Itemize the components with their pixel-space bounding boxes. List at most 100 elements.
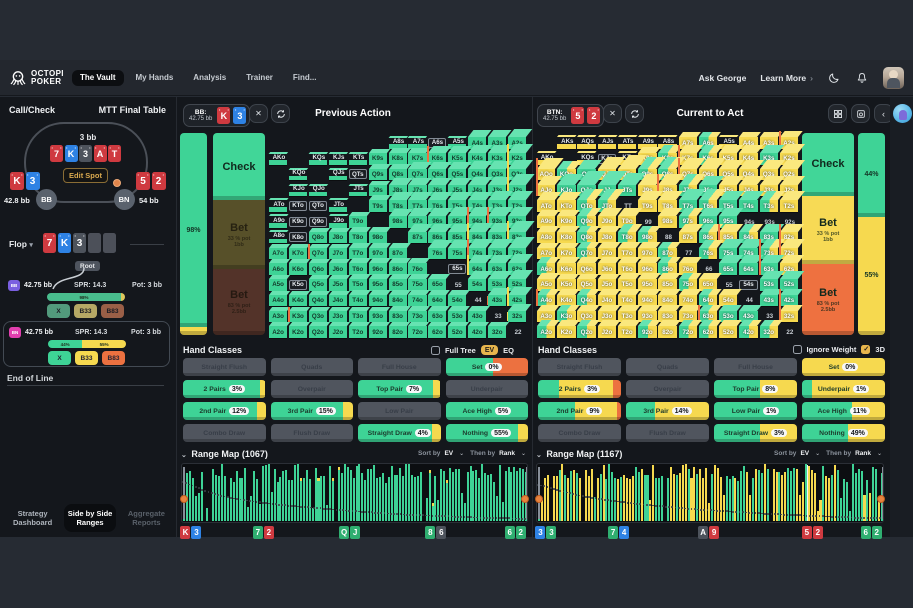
hand-cell-97o[interactable]: 97o (368, 242, 391, 260)
hand-cell-86o[interactable]: 86o (658, 257, 682, 275)
hand-cell-J4s[interactable]: J4s (468, 176, 493, 197)
hand-cell-Q5s[interactable]: Q5s (448, 161, 472, 181)
action-button-b33[interactable]: B33 (75, 351, 98, 365)
hand-cell-A8s[interactable]: A8s (388, 133, 409, 149)
hand-cell-95o[interactable]: 95o (368, 274, 391, 291)
hand-cell-J5s[interactable]: J5s (719, 175, 745, 197)
class-button-nothing[interactable]: Nothing 55% (445, 424, 528, 442)
hand-cell-98o[interactable]: 98o (638, 225, 662, 244)
hand-cell-82s[interactable]: 82s (778, 223, 805, 244)
hand-cell-65o[interactable]: 65o (428, 274, 451, 291)
hand-cell-K5o[interactable]: K5o (288, 275, 309, 291)
clear-cards-button[interactable]: ✕ (603, 104, 622, 123)
three-d-checkbox[interactable] (861, 345, 871, 354)
class-button-2nd-pair[interactable]: 2nd Pair 9% (538, 402, 621, 420)
hand-cell-T2s[interactable]: T2s (779, 191, 806, 212)
hand-cell-K3s[interactable]: K3s (488, 145, 513, 165)
hand-cell-AKo[interactable]: AKo (269, 149, 289, 165)
hand-cell-AJs[interactable] (329, 133, 349, 149)
hand-cell-QJs[interactable]: QJs (328, 165, 349, 181)
hand-cell-98s[interactable]: 98s (388, 209, 413, 228)
hand-cell-32s[interactable]: 32s (778, 304, 803, 323)
hand-cell-J8o[interactable]: J8o (597, 225, 621, 244)
hand-cell-73s[interactable]: 73s (488, 238, 514, 260)
hand-cell-J4o[interactable]: J4o (597, 288, 621, 307)
hand-cell-Q7o[interactable]: Q7o (577, 241, 601, 260)
hand-cell-AQs[interactable] (309, 133, 329, 149)
hand-cell-K9s[interactable]: K9s (368, 149, 390, 165)
hand-cell-T9s[interactable]: T9s (638, 191, 664, 212)
hand-cell-KTs[interactable]: KTs (348, 149, 369, 165)
hand-cell-K2s[interactable]: K2s (507, 144, 534, 165)
hand-cell-JTo[interactable]: JTo (597, 189, 625, 212)
hand-cell-32o[interactable]: 32o (488, 322, 510, 338)
nav-item-the-vault[interactable]: The Vault (71, 69, 124, 86)
hand-cell-A5o[interactable]: A5o (537, 273, 561, 291)
hand-cell-42o[interactable]: 42o (468, 322, 490, 338)
eq-toggle[interactable]: EQ (503, 345, 514, 355)
hand-cell-87o[interactable]: 87o (658, 241, 682, 260)
hand-cell-QJo[interactable]: QJo (308, 180, 329, 197)
hand-cell-Q6o[interactable]: Q6o (308, 259, 331, 275)
range-map-chart[interactable] (536, 463, 884, 523)
hand-cell-A2s[interactable]: A2s (778, 131, 803, 149)
hand-cell-Q3o[interactable]: Q3o (577, 304, 601, 323)
hand-cell-Q8o[interactable]: Q8o (308, 227, 331, 244)
hand-cell-84s[interactable]: 84s (739, 223, 764, 244)
hand-cell-T8o[interactable]: T8o (348, 226, 371, 244)
hand-cell-66[interactable] (428, 259, 448, 275)
hand-cell-AQo[interactable] (269, 165, 289, 181)
hand-cell-87s[interactable]: 87s (678, 223, 704, 244)
hand-cell-A4s[interactable]: A4s (468, 130, 492, 149)
hand-cell-A9o[interactable]: A9o (269, 212, 289, 228)
hand-cell-Q6o[interactable]: Q6o (577, 257, 601, 275)
hand-cell-J7s[interactable]: J7s (408, 177, 433, 197)
hand-cell-64o[interactable]: 64o (428, 289, 451, 307)
hand-cell-92s[interactable]: 92s (780, 212, 800, 228)
chevron-down-icon[interactable]: ⌄ (459, 451, 465, 457)
hand-cell-22[interactable]: 22 (508, 322, 528, 338)
hand-cell-74s[interactable]: 74s (739, 238, 765, 260)
class-button-nothing[interactable]: Nothing 49% (802, 424, 885, 442)
hand-cell-T2o[interactable]: T2o (617, 320, 642, 338)
hand-cell-88[interactable]: 88 (658, 228, 678, 244)
hand-cell-62o[interactable]: 62o (428, 322, 450, 338)
class-button-ace-high[interactable]: Ace High 11% (802, 402, 885, 420)
hand-cell-K7o[interactable]: K7o (288, 243, 311, 260)
hand-cell-22[interactable]: 22 (780, 322, 800, 338)
nav-item-analysis[interactable]: Analysis (193, 73, 227, 82)
hand-cell-82o[interactable]: 82o (658, 320, 682, 338)
hand-cell-QTo[interactable]: QTo (308, 196, 329, 212)
hand-cell-84o[interactable]: 84o (388, 289, 411, 307)
hand-cell-K9o[interactable]: K9o (288, 212, 309, 228)
hand-cell-83s[interactable]: 83s (759, 223, 785, 244)
hand-cell-74o[interactable]: 74o (408, 289, 431, 307)
hand-cell-74s[interactable]: 74s (467, 238, 494, 260)
hand-cell-J2s[interactable]: J2s (507, 173, 535, 197)
hand-cell-83o[interactable]: 83o (388, 305, 411, 323)
class-button-set[interactable]: Set 0% (802, 358, 885, 376)
hand-cell-J6o[interactable]: J6o (328, 259, 351, 275)
hand-cell-T4o[interactable]: T4o (348, 289, 371, 307)
class-button-straight-flush[interactable]: Straight Flush (183, 358, 266, 376)
hand-cell-63s[interactable]: 63s (488, 255, 513, 275)
hand-cell-K5s[interactable]: K5s (448, 146, 472, 165)
hand-cell-A9s[interactable]: A9s (638, 133, 659, 149)
hand-cell-63s[interactable]: 63s (758, 255, 785, 275)
hand-cell-94s[interactable]: 94s (739, 212, 759, 228)
class-button-full-house[interactable]: Full House (358, 358, 441, 376)
hand-cell-K4o[interactable]: K4o (557, 288, 581, 307)
hand-cell-72o[interactable]: 72o (678, 320, 702, 338)
class-button-full-house[interactable]: Full House (714, 358, 797, 376)
help-bubble-icon[interactable] (893, 104, 912, 123)
hand-cell-54s[interactable]: 54s (468, 271, 493, 291)
hand-cell-K6o[interactable]: K6o (557, 257, 581, 275)
hand-cell-85o[interactable]: 85o (658, 273, 682, 291)
hand-cell-ATo[interactable]: ATo (537, 192, 562, 212)
hand-cell-Q8o[interactable]: Q8o (577, 225, 601, 244)
nav-item-trainer[interactable]: Trainer (246, 73, 273, 82)
